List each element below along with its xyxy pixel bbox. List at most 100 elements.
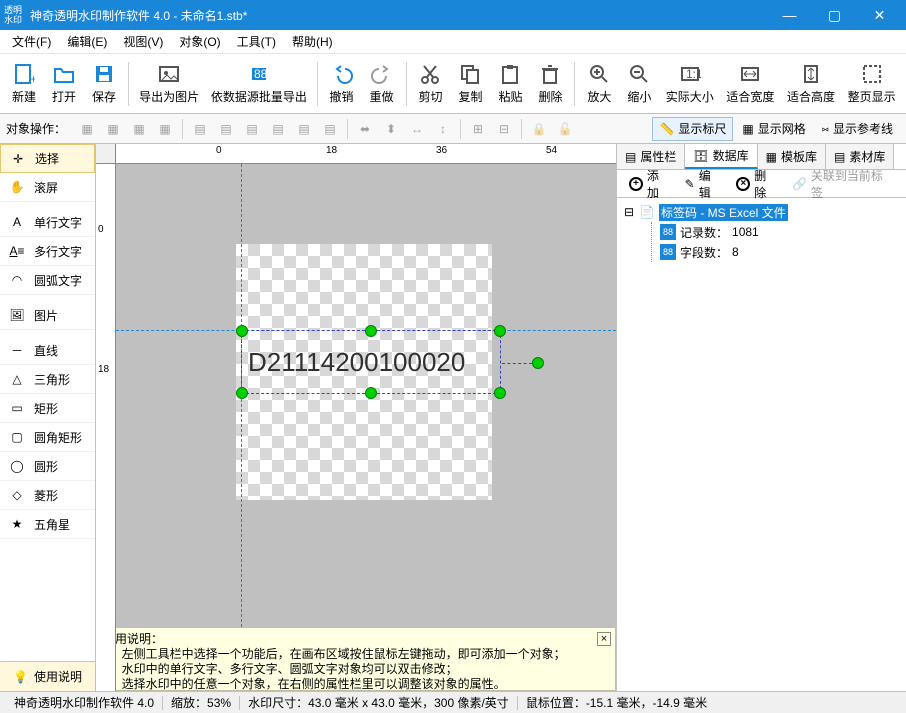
selection-box[interactable]: D21114200100020 — [241, 330, 501, 394]
rotate-handle-line — [502, 363, 532, 364]
tab-properties[interactable]: ▤属性栏 — [617, 144, 685, 169]
redo-button[interactable]: 重做 — [362, 56, 402, 112]
close-button[interactable]: ✕ — [857, 0, 902, 30]
export-image-button[interactable]: 导出为图片 — [133, 56, 205, 112]
resize-handle-sw[interactable] — [236, 387, 248, 399]
hand-icon: ✋ — [8, 180, 26, 194]
tool-single-text[interactable]: A单行文字 — [0, 208, 95, 237]
ungroup-icon[interactable]: ⊟ — [493, 118, 515, 140]
undo-icon — [330, 62, 354, 86]
tree-expand-icon[interactable]: ⊟ — [623, 205, 635, 219]
ruler-vertical[interactable]: 0 18 — [96, 164, 116, 691]
bring-forward-icon[interactable]: ▦ — [128, 118, 150, 140]
line-icon: ─ — [8, 343, 26, 357]
same-width-icon[interactable]: ↔ — [406, 118, 428, 140]
maximize-button[interactable]: ▢ — [812, 0, 857, 30]
tree-node-records[interactable]: 88 记录数： 1081 — [660, 222, 900, 242]
menu-help[interactable]: 帮助(H) — [284, 31, 341, 53]
send-backward-icon[interactable]: ▦ — [154, 118, 176, 140]
tool-image[interactable]: 🖼图片 — [0, 301, 95, 330]
new-button[interactable]: +新建 — [4, 56, 44, 112]
delete-button[interactable]: 删除 — [530, 56, 570, 112]
help-close-button[interactable]: × — [597, 632, 611, 646]
fit-page-icon — [860, 62, 884, 86]
undo-button[interactable]: 撤销 — [322, 56, 362, 112]
fit-page-button[interactable]: 整页显示 — [841, 56, 902, 112]
save-button[interactable]: 保存 — [84, 56, 124, 112]
zoom-in-button[interactable]: 放大 — [579, 56, 619, 112]
tool-select[interactable]: ✛选择 — [0, 144, 95, 173]
tab-database[interactable]: 🗄数据库 — [685, 144, 757, 169]
resize-handle-s[interactable] — [365, 387, 377, 399]
align-right-icon[interactable]: ▤ — [241, 118, 263, 140]
tool-arc-text[interactable]: ◠圆弧文字 — [0, 266, 95, 295]
actual-size-icon: 1:1 — [678, 62, 702, 86]
same-height-icon[interactable]: ↕ — [432, 118, 454, 140]
fit-width-button[interactable]: 适合宽度 — [720, 56, 781, 112]
properties-icon: ▤ — [625, 150, 636, 164]
dist-h-icon[interactable]: ⬌ — [354, 118, 376, 140]
ruler-horizontal[interactable]: 0 18 36 54 — [116, 144, 616, 164]
tree-node-fields[interactable]: 88 字段数： 8 — [660, 242, 900, 262]
canvas-viewport[interactable]: D21114200100020 — [116, 164, 616, 627]
bring-front-icon[interactable]: ▦ — [76, 118, 98, 140]
show-guides-toggle[interactable]: ⑅ 显示参考线 — [815, 117, 900, 141]
group-icon[interactable]: ⊞ — [467, 118, 489, 140]
tool-multi-text[interactable]: A≡多行文字 — [0, 237, 95, 266]
tool-round-rect[interactable]: ▢圆角矩形 — [0, 423, 95, 452]
tool-triangle[interactable]: △三角形 — [0, 365, 95, 394]
fit-height-button[interactable]: 适合高度 — [781, 56, 842, 112]
tool-diamond[interactable]: ◇菱形 — [0, 481, 95, 510]
paste-button[interactable]: 粘贴 — [490, 56, 530, 112]
db-delete-button[interactable]: ×删除 — [730, 173, 784, 195]
ruler-h-tick: 18 — [326, 145, 337, 156]
copy-button[interactable]: 复制 — [450, 56, 490, 112]
tree-node-root[interactable]: ⊟ 📄 标签码 - MS Excel 文件 — [623, 202, 900, 222]
show-ruler-toggle[interactable]: 📏 显示标尺 — [652, 117, 733, 141]
tool-star[interactable]: ★五角星 — [0, 510, 95, 539]
db-edit-button[interactable]: ✎编辑 — [679, 173, 729, 195]
align-bottom-icon[interactable]: ▤ — [319, 118, 341, 140]
send-back-icon[interactable]: ▦ — [102, 118, 124, 140]
resize-handle-se[interactable] — [494, 387, 506, 399]
align-left-icon[interactable]: ▤ — [189, 118, 211, 140]
db-link-button[interactable]: 🔗关联到当前标签 — [786, 173, 900, 195]
minimize-button[interactable]: — — [767, 0, 812, 30]
help-panel: 使用说明： 1、左侧工具栏中选择一个功能后，在画布区域按住鼠标左键拖动，即可添加… — [96, 627, 616, 691]
resize-handle-ne[interactable] — [494, 325, 506, 337]
bulb-icon: 💡 — [13, 670, 28, 684]
zoom-in-icon — [587, 62, 611, 86]
db-add-button[interactable]: +添加 — [623, 173, 677, 195]
menu-file[interactable]: 文件(F) — [4, 31, 59, 53]
tool-line[interactable]: ─直线 — [0, 336, 95, 365]
align-middle-icon[interactable]: ▤ — [293, 118, 315, 140]
resize-handle-n[interactable] — [365, 325, 377, 337]
unlock-icon[interactable]: 🔓 — [554, 118, 576, 140]
help-instructions-button[interactable]: 💡使用说明 — [0, 661, 95, 691]
open-button[interactable]: 打开 — [44, 56, 84, 112]
menu-view[interactable]: 视图(V) — [115, 31, 171, 53]
ellipse-icon: ◯ — [8, 459, 26, 473]
tool-rect[interactable]: ▭矩形 — [0, 394, 95, 423]
canvas-area: 0 18 36 54 0 18 D21114200100020 — [96, 144, 616, 691]
menu-object[interactable]: 对象(O) — [171, 31, 228, 53]
rotate-handle[interactable] — [532, 357, 544, 369]
menu-edit[interactable]: 编辑(E) — [59, 31, 115, 53]
text-object[interactable]: D21114200100020 — [248, 347, 465, 378]
zoom-out-button[interactable]: 缩小 — [619, 56, 659, 112]
tab-templates[interactable]: ▦模板库 — [758, 144, 826, 169]
show-grid-toggle[interactable]: ▦ 显示网格 — [735, 117, 812, 141]
tool-pan[interactable]: ✋滚屏 — [0, 173, 95, 202]
resize-handle-nw[interactable] — [236, 325, 248, 337]
lock-icon[interactable]: 🔒 — [528, 118, 550, 140]
actual-size-button[interactable]: 1:1实际大小 — [659, 56, 720, 112]
tool-ellipse[interactable]: ◯圆形 — [0, 452, 95, 481]
menu-tools[interactable]: 工具(T) — [229, 31, 284, 53]
batch-export-button[interactable]: 88依数据源批量导出 — [205, 56, 312, 112]
dist-v-icon[interactable]: ⬍ — [380, 118, 402, 140]
align-center-icon[interactable]: ▤ — [215, 118, 237, 140]
tab-assets[interactable]: ▤素材库 — [826, 144, 894, 169]
cut-button[interactable]: 剪切 — [410, 56, 450, 112]
align-top-icon[interactable]: ▤ — [267, 118, 289, 140]
main-area: ✛选择 ✋滚屏 A单行文字 A≡多行文字 ◠圆弧文字 🖼图片 ─直线 △三角形 … — [0, 144, 906, 691]
